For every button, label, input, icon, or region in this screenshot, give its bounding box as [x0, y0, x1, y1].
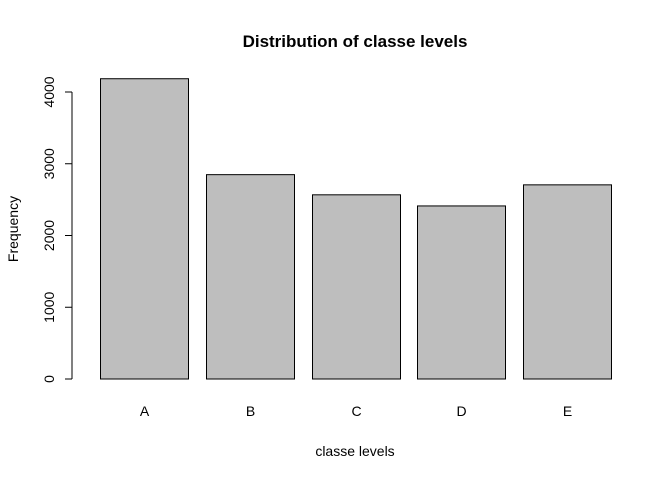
bar-c — [312, 194, 401, 380]
bar-e — [523, 184, 612, 380]
y-axis: 0 1000 2000 3000 4000 — [41, 76, 73, 383]
bar-a — [100, 78, 189, 380]
y-tick-label: 2000 — [41, 220, 57, 251]
x-tick-label-a: A — [140, 403, 150, 419]
x-axis-category-labels: A B C D E — [140, 403, 572, 419]
y-tick-label: 1000 — [41, 291, 57, 322]
x-axis-label: classe levels — [315, 443, 394, 459]
x-tick-label-c: C — [351, 403, 361, 419]
y-tick-label: 3000 — [41, 148, 57, 179]
y-axis-label: Frequency — [5, 196, 21, 262]
bars-group — [100, 78, 612, 380]
y-tick-label: 0 — [41, 375, 57, 383]
x-tick-label-b: B — [246, 403, 255, 419]
x-tick-label-d: D — [456, 403, 466, 419]
bar-b — [206, 174, 295, 380]
x-tick-label-e: E — [563, 403, 572, 419]
y-tick-label: 4000 — [41, 76, 57, 107]
bar-d — [417, 205, 506, 380]
chart-title: Distribution of classe levels — [243, 32, 468, 51]
